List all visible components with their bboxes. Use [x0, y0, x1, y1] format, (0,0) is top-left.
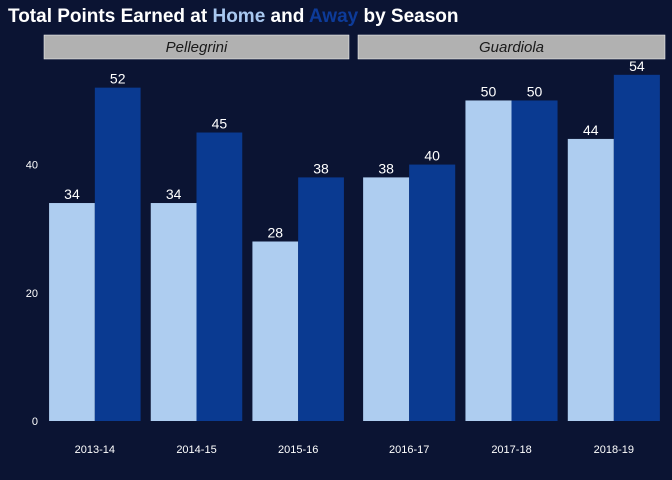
- chart-title-away-word: Away: [309, 6, 359, 27]
- bar-away: [613, 74, 660, 422]
- y-tick-label: 0: [32, 416, 38, 428]
- data-label-home: 44: [583, 122, 599, 138]
- data-label-away: 52: [110, 71, 126, 87]
- y-axis: 0 20 40: [26, 160, 38, 428]
- facet-panel: Guardiola 38 40 2016-17 50 50 2017-18 44 54 2018-…: [357, 34, 666, 456]
- bar-away: [298, 177, 344, 421]
- x-tick-label: 2015-16: [278, 444, 318, 456]
- x-tick-label: 2018-19: [594, 444, 634, 456]
- bar-away: [94, 87, 141, 422]
- facet-strip: [43, 34, 350, 60]
- y-tick-label: 20: [26, 288, 38, 300]
- facet-strip: [357, 34, 666, 60]
- facet-label: Guardiola: [479, 39, 544, 56]
- data-label-home: 50: [481, 83, 497, 99]
- bar-home: [150, 203, 197, 421]
- x-tick-label: 2016-17: [389, 444, 429, 456]
- data-label-away: 54: [629, 58, 645, 74]
- data-label-home: 38: [378, 160, 394, 176]
- data-label-home: 34: [64, 186, 80, 202]
- x-tick-label: 2014-15: [176, 444, 216, 456]
- data-label-away: 50: [527, 83, 543, 99]
- chart-title-prefix: Total Points Earned at: [8, 6, 212, 27]
- bar-away: [511, 100, 558, 421]
- bar-home: [49, 203, 95, 421]
- chart-title-home-word: Home: [212, 6, 265, 27]
- x-tick-label: 2013-14: [75, 444, 115, 456]
- bar-home: [465, 100, 512, 421]
- facet-panel: Pellegrini 34 52 2013-14 34 45 2014-15 28 38 2015…: [43, 34, 350, 456]
- y-tick-label: 40: [26, 160, 38, 172]
- bar-away: [409, 164, 456, 422]
- bar-home: [567, 138, 614, 421]
- chart-title-suffix: by Season: [358, 6, 458, 27]
- data-label-home: 28: [268, 225, 284, 241]
- facet-panels: Pellegrini 34 52 2013-14 34 45 2014-15 28 38 2015…: [43, 34, 666, 456]
- bar-away: [196, 132, 243, 421]
- bar-home: [252, 241, 299, 421]
- facet-label: Pellegrini: [166, 39, 228, 56]
- x-tick-label: 2017-18: [491, 444, 531, 456]
- data-label-home: 34: [166, 186, 182, 202]
- data-label-away: 40: [424, 148, 440, 164]
- chart-title: Total Points Earned at Home and Away by …: [8, 6, 459, 27]
- bar-home: [363, 177, 410, 421]
- chart-title-middle: and: [265, 6, 309, 27]
- data-label-away: 45: [212, 116, 228, 132]
- data-label-away: 38: [313, 160, 329, 176]
